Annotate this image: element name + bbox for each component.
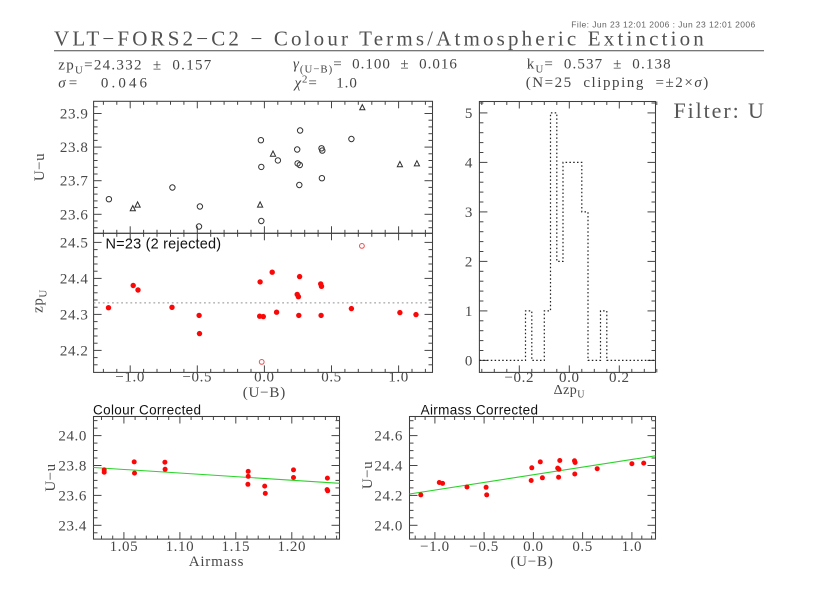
svg-text:0.5: 0.5 [572, 539, 593, 555]
svg-text:−1.0: −1.0 [420, 539, 450, 555]
svg-text:1.10: 1.10 [166, 539, 195, 555]
svg-text:Colour Corrected: Colour Corrected [93, 403, 201, 418]
svg-text:zpU=24.332 ± 0.157: zpU=24.332 ± 0.157 [58, 57, 212, 76]
svg-text:0.0: 0.0 [254, 370, 275, 386]
svg-text:23.9: 23.9 [60, 107, 89, 123]
svg-text:1.05: 1.05 [110, 539, 139, 555]
svg-text:24.4: 24.4 [60, 271, 89, 287]
svg-text:σ= 0.046: σ= 0.046 [58, 76, 150, 92]
svg-text:1.15: 1.15 [221, 539, 250, 555]
svg-text:3: 3 [465, 205, 473, 221]
svg-text:U−u: U−u [43, 463, 59, 491]
svg-text:(N=25 clipping =±2×σ): (N=25 clipping =±2×σ) [526, 75, 710, 91]
svg-text:Airmass Corrected: Airmass Corrected [421, 403, 539, 418]
svg-text:−0.5: −0.5 [182, 370, 212, 386]
svg-text:0.0: 0.0 [559, 370, 580, 386]
svg-text:Filter: U: Filter: U [674, 98, 766, 123]
svg-text:0.2: 0.2 [609, 370, 630, 386]
svg-text:2: 2 [465, 254, 473, 270]
svg-text:kU= 0.537 ± 0.138: kU= 0.537 ± 0.138 [527, 57, 672, 76]
svg-text:(U−B): (U−B) [510, 554, 553, 570]
svg-text:(U−B): (U−B) [243, 385, 286, 401]
svg-text:Airmass: Airmass [189, 554, 245, 570]
svg-text:24.0: 24.0 [374, 518, 403, 534]
svg-text:N=23 (2 rejected): N=23 (2 rejected) [106, 237, 222, 253]
svg-text:23.8: 23.8 [60, 140, 89, 156]
svg-text:23.6: 23.6 [60, 207, 89, 223]
svg-text:0.0: 0.0 [523, 539, 544, 555]
svg-text:5: 5 [465, 106, 473, 122]
svg-text:24.2: 24.2 [60, 343, 89, 359]
svg-text:24.2: 24.2 [374, 488, 403, 504]
svg-text:VLT−FORS2−C2 − Colour Terms/At: VLT−FORS2−C2 − Colour Terms/Atmospheric … [54, 26, 707, 50]
svg-text:χ2= 1.0: χ2= 1.0 [293, 74, 358, 92]
svg-text:0.5: 0.5 [321, 370, 342, 386]
svg-text:24.4: 24.4 [374, 459, 403, 475]
svg-text:23.8: 23.8 [58, 459, 87, 475]
svg-text:−0.5: −0.5 [469, 539, 499, 555]
svg-text:24.0: 24.0 [58, 429, 87, 445]
svg-text:1.0: 1.0 [622, 539, 643, 555]
svg-text:24.6: 24.6 [374, 429, 403, 445]
svg-text:−0.2: −0.2 [504, 370, 534, 386]
svg-text:1.0: 1.0 [388, 370, 409, 386]
svg-text:0: 0 [465, 353, 473, 369]
svg-text:U−u: U−u [32, 153, 48, 181]
svg-text:4: 4 [465, 155, 473, 171]
svg-text:23.4: 23.4 [58, 518, 87, 534]
svg-text:γ(U−B)= 0.100 ± 0.016: γ(U−B)= 0.100 ± 0.016 [293, 56, 458, 75]
svg-text:24.5: 24.5 [60, 235, 89, 251]
svg-text:24.3: 24.3 [60, 307, 89, 323]
svg-text:File: Jun 23 12:01 2006 : Jun: File: Jun 23 12:01 2006 : Jun 23 12:01 2… [571, 19, 755, 29]
svg-text:23.7: 23.7 [60, 174, 89, 190]
svg-text:1.20: 1.20 [277, 539, 306, 555]
svg-text:23.6: 23.6 [58, 488, 87, 504]
svg-text:1: 1 [465, 304, 473, 320]
svg-text:ΔzpU: ΔzpU [554, 383, 586, 401]
svg-text:U−u: U−u [360, 461, 376, 489]
svg-text:−1.0: −1.0 [115, 370, 145, 386]
